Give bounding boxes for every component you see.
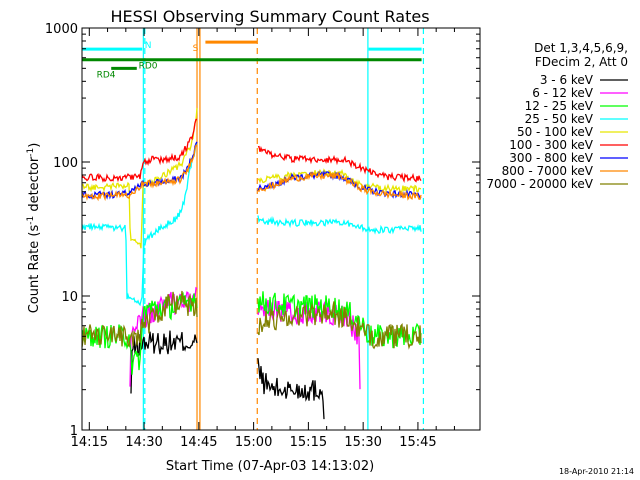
y-tick-label-2: 100: [53, 156, 78, 171]
flag-label-0: N: [145, 41, 152, 51]
series-s800_7000: [81, 144, 422, 202]
legend-label-s100_300: 100 - 300 keV: [509, 138, 593, 152]
x-tick-label-2: 14:45: [180, 435, 217, 450]
flag-label-3: RD0: [139, 62, 158, 72]
x-tick-label-1: 14:30: [125, 435, 162, 450]
chart-title: HESSI Observing Summary Count Rates: [110, 7, 429, 26]
x-tick-label-0: 14:15: [71, 435, 108, 450]
y-tick-label-0: 1: [70, 424, 78, 439]
x-tick-label-6: 15:45: [399, 435, 436, 450]
legend-label-s3_6: 3 - 6 keV: [540, 73, 594, 87]
legend-header-line-2: FDecim 2, Att 0: [535, 55, 628, 69]
legend-header-line-1: Det 1,3,4,5,6,9,: [534, 41, 628, 55]
legend-label-s7000_20000: 7000 - 20000 keV: [486, 177, 593, 191]
y-tick-label-1: 10: [61, 290, 78, 305]
series-s100_300: [81, 118, 422, 184]
series-s3_6: [130, 330, 325, 420]
x-tick-label-5: 15:30: [344, 435, 381, 450]
x-axis-label: Start Time (07-Apr-03 14:13:02): [166, 459, 374, 474]
flag-label-4: RD4: [97, 70, 116, 80]
series-s50_100: [81, 107, 422, 249]
legend-label-s6_12: 6 - 12 keV: [532, 86, 594, 100]
flag-label-2: S: [193, 44, 199, 54]
legend-label-s25_50: 25 - 50 keV: [525, 112, 594, 126]
footer-date: 18-Apr-2010 21:14: [559, 467, 634, 476]
y-axis-label: Count Rate (s-1 detector-1): [26, 143, 42, 314]
series-s25_50: [81, 143, 422, 307]
series-s7000_20000: [81, 290, 422, 350]
x-tick-label-3: 15:00: [235, 435, 272, 450]
y-tick-label-3: 1000: [45, 22, 78, 37]
x-tick-label-4: 15:15: [290, 435, 327, 450]
axis-ticks: 14:15 14:30 14:45 15:00 15:15 15:30 15:45 1 10 10…: [45, 22, 480, 450]
legend: Det 1,3,4,5,6,9, FDecim 2, Att 0 3 - 6 k…: [486, 41, 628, 191]
legend-label-s300_800: 300 - 800 keV: [509, 151, 593, 165]
plot-area: N S RD0 RD4: [81, 28, 425, 430]
legend-label-s800_7000: 800 - 7000 keV: [502, 164, 594, 178]
plot-frame: [81, 27, 481, 431]
legend-label-s12_25: 12 - 25 keV: [525, 99, 594, 113]
legend-label-s50_100: 50 - 100 keV: [517, 125, 594, 139]
